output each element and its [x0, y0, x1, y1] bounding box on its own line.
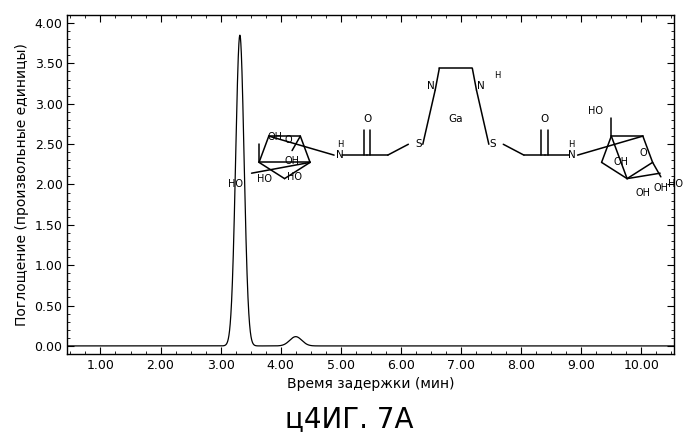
X-axis label: Время задержки (мин): Время задержки (мин)	[287, 378, 454, 392]
Text: ц4ИГ. 7А: ц4ИГ. 7А	[285, 405, 414, 433]
Y-axis label: Поглощение (произвольные единицы): Поглощение (произвольные единицы)	[15, 43, 29, 326]
